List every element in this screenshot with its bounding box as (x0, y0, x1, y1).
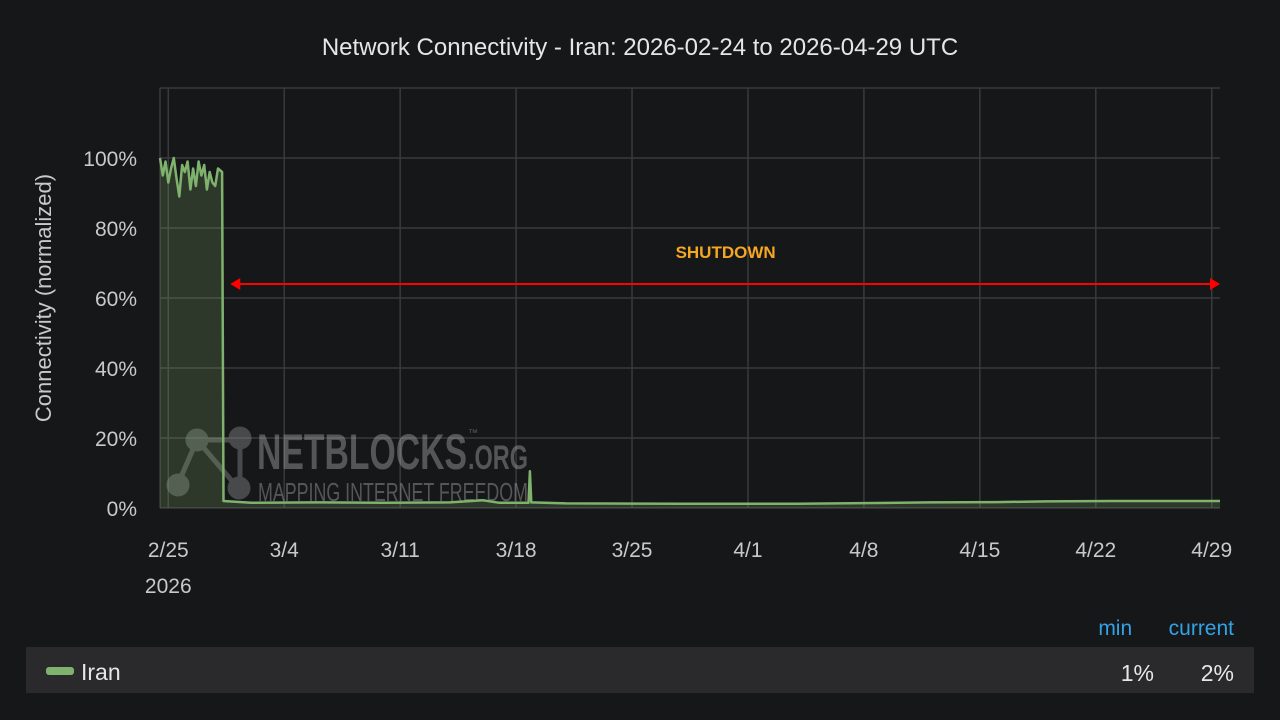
x-tick-label: 4/29 (1191, 539, 1232, 562)
x-tick-label: 3/25 (612, 539, 653, 562)
y-tick-label: 40% (95, 358, 137, 381)
y-tick-label: 100% (83, 148, 137, 171)
y-tick-label: 60% (95, 288, 137, 311)
svg-text:NETBLOCKS: NETBLOCKS (257, 424, 467, 480)
series-color-swatch (46, 667, 74, 675)
chart-title: Network Connectivity - Iran: 2026-02-24 … (321, 34, 959, 61)
x-tick-year: 2026 (145, 575, 192, 598)
legend-current-value: 2% (1200, 660, 1234, 686)
shutdown-label: SHUTDOWN (676, 243, 776, 262)
svg-text:™: ™ (468, 428, 478, 439)
legend-header: min current (1092, 617, 1234, 641)
arrow-right-head-icon (1210, 278, 1220, 290)
arrow-left-head-icon (230, 278, 241, 290)
legend-min-value: 1% (1120, 660, 1154, 686)
legend-header-min[interactable]: min (1098, 617, 1133, 640)
legend-series-name[interactable]: Iran (81, 659, 121, 685)
chart-plot: NETBLOCKS .ORG ™ MAPPING INTERNET FREEDO… (83, 87, 1232, 598)
x-tick-label: 4/8 (849, 539, 878, 562)
x-tick-label: 3/18 (496, 539, 537, 562)
legend-row-iran[interactable]: Iran 1% 2% (26, 647, 1254, 693)
y-tick-label: 80% (95, 218, 137, 241)
x-tick-label: 2/25 (148, 539, 189, 562)
svg-text:.ORG: .ORG (468, 439, 528, 477)
x-tick-label: 4/1 (733, 539, 762, 562)
y-tick-label: 0% (107, 498, 137, 521)
x-tick-label: 4/22 (1075, 539, 1116, 562)
series-line (158, 156, 1220, 506)
x-tick-label: 3/11 (380, 539, 419, 562)
x-tick-label: 4/15 (959, 539, 1000, 562)
x-tick-label: 3/4 (270, 539, 300, 562)
y-tick-label: 20% (95, 428, 137, 451)
legend-header-current[interactable]: current (1168, 617, 1234, 640)
